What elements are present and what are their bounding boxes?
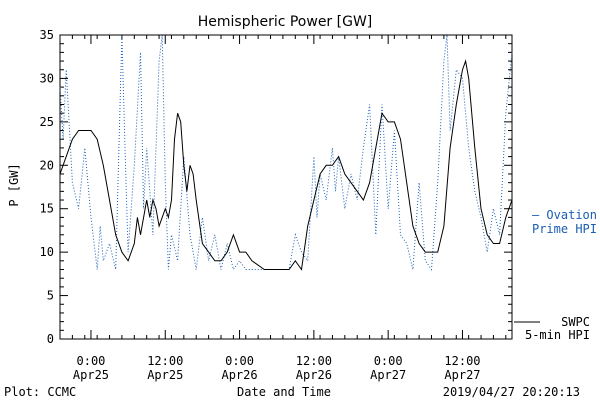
x-tick-label-time: 12:00 xyxy=(296,354,332,368)
x-tick-label-date: Apr26 xyxy=(296,368,332,382)
series-layer xyxy=(59,34,513,271)
chart-title: Hemispheric Power [GW] xyxy=(198,14,373,30)
y-tick-label: 25 xyxy=(40,115,54,129)
x-axis: 0:00Apr2512:00Apr250:00Apr2612:00Apr260:… xyxy=(59,35,507,382)
plot-credit: Plot: CCMC xyxy=(4,385,76,399)
ovation-prime-hpi-line xyxy=(59,34,513,271)
y-tick-label: 35 xyxy=(40,28,54,42)
swpc-label-line: SWPC xyxy=(561,315,590,329)
x-tick-label-date: Apr27 xyxy=(444,368,480,382)
x-tick-label-date: Apr25 xyxy=(147,368,183,382)
x-tick-label-time: 12:00 xyxy=(444,354,480,368)
ovation-label-line: — Ovation xyxy=(532,208,597,222)
x-tick-label-time: 12:00 xyxy=(147,354,183,368)
y-tick-label: 30 xyxy=(40,71,54,85)
x-axis-label: Date and Time xyxy=(237,385,331,399)
x-tick-label-time: 0:00 xyxy=(225,354,254,368)
x-tick-label-time: 0:00 xyxy=(374,354,403,368)
y-tick-label: 5 xyxy=(47,289,54,303)
swpc-hpi-line xyxy=(59,59,513,271)
x-tick-label-date: Apr26 xyxy=(221,368,257,382)
y-tick-label: 10 xyxy=(40,245,54,259)
plot-timestamp: 2019/04/27 20:20:13 xyxy=(443,385,580,399)
y-tick-label: 15 xyxy=(40,202,54,216)
x-tick-label-time: 0:00 xyxy=(77,354,106,368)
x-tick-label-date: Apr25 xyxy=(73,368,109,382)
ovation-label-line: Prime HPI xyxy=(532,222,597,236)
plot-frame xyxy=(59,34,513,340)
x-tick-label-date: Apr27 xyxy=(370,368,406,382)
swpc-label-line: 5-min HPI xyxy=(525,328,590,342)
y-axis-label-group: P [GW] xyxy=(7,163,21,206)
y-axis: 0 5 10 15 20 25 30 35 xyxy=(40,28,512,346)
y-axis-label: P [GW] xyxy=(7,163,21,206)
y-tick-label: 20 xyxy=(40,158,54,172)
y-tick-label: 0 xyxy=(47,332,54,346)
